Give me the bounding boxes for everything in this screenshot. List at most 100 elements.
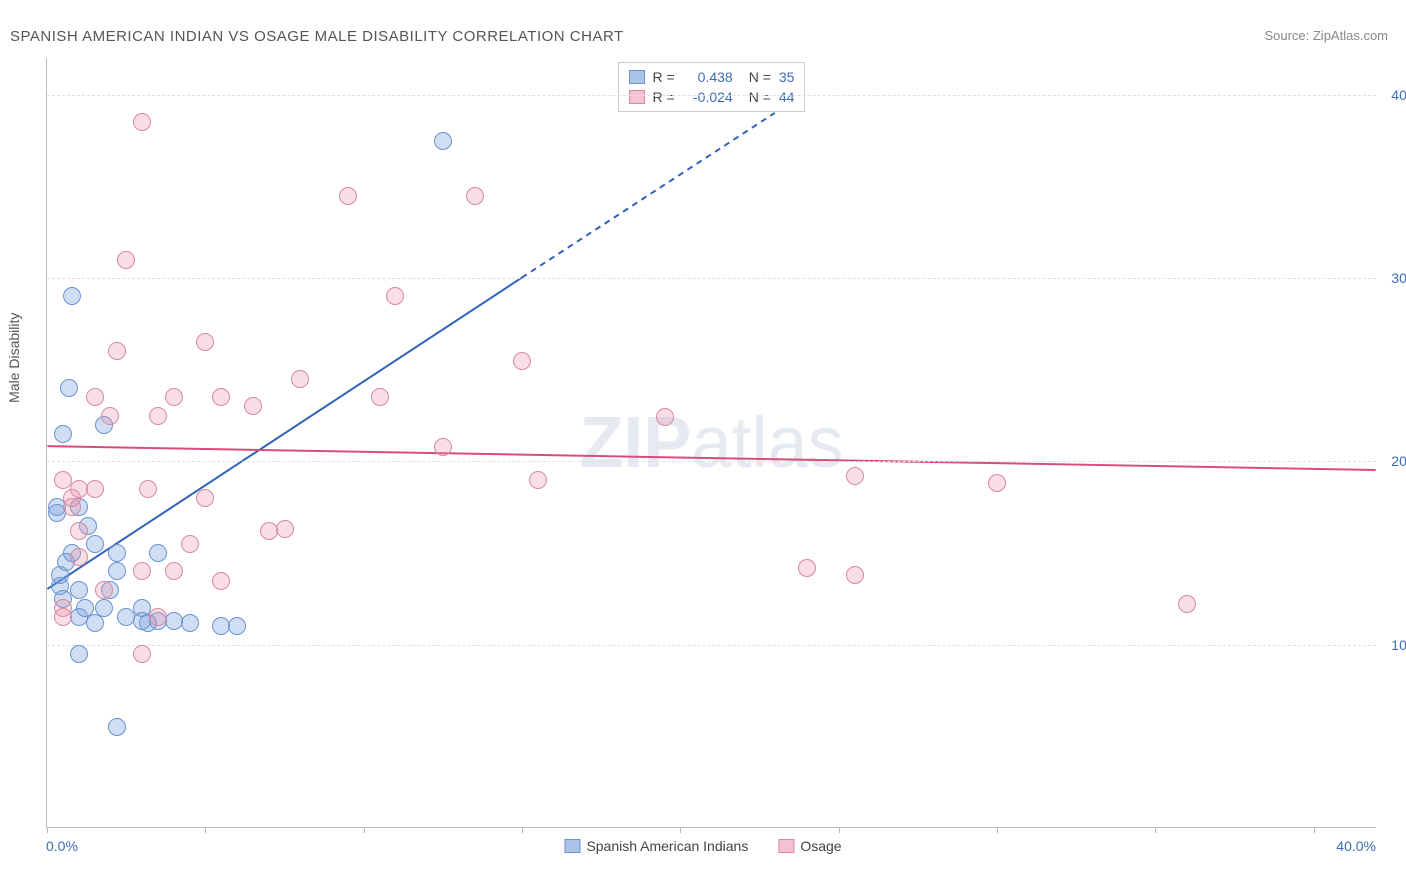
- data-point: [95, 599, 113, 617]
- data-point: [108, 718, 126, 736]
- data-point: [54, 608, 72, 626]
- stats-row: R = -0.024 N = 44: [629, 87, 795, 107]
- x-tick: [364, 827, 365, 833]
- data-point: [86, 480, 104, 498]
- data-point: [149, 544, 167, 562]
- x-tick: [1155, 827, 1156, 833]
- y-axis-label: Male Disability: [6, 313, 22, 403]
- data-point: [434, 438, 452, 456]
- data-point: [133, 645, 151, 663]
- watermark-zip: ZIP: [579, 403, 691, 483]
- y-tick-label: 40.0%: [1391, 87, 1406, 103]
- legend-swatch: [564, 839, 580, 853]
- data-point: [371, 388, 389, 406]
- data-point: [846, 467, 864, 485]
- stats-row: R = 0.438 N = 35: [629, 67, 795, 87]
- x-tick: [47, 827, 48, 833]
- stat-r-value: -0.024: [683, 87, 733, 107]
- data-point: [513, 352, 531, 370]
- legend-swatch: [778, 839, 794, 853]
- data-point: [529, 471, 547, 489]
- trend-line: [47, 278, 521, 589]
- data-point: [196, 489, 214, 507]
- data-point: [228, 617, 246, 635]
- stat-swatch: [629, 90, 645, 104]
- data-point: [196, 333, 214, 351]
- watermark: ZIPatlas: [579, 402, 843, 484]
- data-point: [386, 287, 404, 305]
- data-point: [846, 566, 864, 584]
- chart-container: SPANISH AMERICAN INDIAN VS OSAGE MALE DI…: [0, 0, 1406, 892]
- data-point: [86, 535, 104, 553]
- data-point: [212, 388, 230, 406]
- data-point: [70, 581, 88, 599]
- stat-r-value: 0.438: [683, 67, 733, 87]
- gridline: [47, 461, 1376, 462]
- x-tick: [205, 827, 206, 833]
- data-point: [54, 425, 72, 443]
- data-point: [291, 370, 309, 388]
- data-point: [117, 251, 135, 269]
- x-tick: [1314, 827, 1315, 833]
- legend-label: Osage: [800, 838, 841, 854]
- data-point: [244, 397, 262, 415]
- x-tick: [839, 827, 840, 833]
- data-point: [139, 480, 157, 498]
- data-point: [70, 522, 88, 540]
- data-point: [212, 572, 230, 590]
- trend-line-dashed: [522, 113, 775, 278]
- x-tick: [997, 827, 998, 833]
- y-tick-label: 10.0%: [1391, 637, 1406, 653]
- data-point: [1178, 595, 1196, 613]
- data-point: [988, 474, 1006, 492]
- y-tick-label: 30.0%: [1391, 270, 1406, 286]
- x-tick: [522, 827, 523, 833]
- data-point: [70, 548, 88, 566]
- stat-r-label: R =: [653, 67, 675, 87]
- data-point: [149, 608, 167, 626]
- legend-item: Osage: [778, 838, 841, 854]
- gridline: [47, 645, 1376, 646]
- legend-item: Spanish American Indians: [564, 838, 748, 854]
- data-point: [108, 342, 126, 360]
- gridline: [47, 95, 1376, 96]
- stat-swatch: [629, 70, 645, 84]
- x-axis-min-label: 0.0%: [46, 838, 78, 854]
- data-point: [63, 287, 81, 305]
- source-label: Source: ZipAtlas.com: [1264, 28, 1388, 43]
- data-point: [466, 187, 484, 205]
- chart-title: SPANISH AMERICAN INDIAN VS OSAGE MALE DI…: [10, 28, 624, 45]
- y-tick-label: 20.0%: [1391, 453, 1406, 469]
- stat-r-label: R =: [653, 87, 675, 107]
- data-point: [798, 559, 816, 577]
- stat-n-value: 35: [779, 67, 795, 87]
- data-point: [434, 132, 452, 150]
- x-axis-max-label: 40.0%: [1336, 838, 1376, 854]
- data-point: [101, 407, 119, 425]
- data-point: [276, 520, 294, 538]
- data-point: [108, 562, 126, 580]
- trend-line: [47, 446, 1375, 470]
- data-point: [108, 544, 126, 562]
- data-point: [181, 614, 199, 632]
- stat-n-value: 44: [779, 87, 795, 107]
- data-point: [60, 379, 78, 397]
- data-point: [133, 562, 151, 580]
- plot-area: ZIPatlas R =0.438N =35R =-0.024N =44 10.…: [46, 58, 1376, 828]
- stats-box: R = 0.438 N = 35 R = -0.024 N = 44: [618, 62, 806, 112]
- x-tick: [680, 827, 681, 833]
- data-point: [95, 581, 113, 599]
- stat-n-label: N =: [749, 87, 771, 107]
- watermark-atlas: atlas: [691, 403, 843, 483]
- stat-n-label: N =: [749, 67, 771, 87]
- legend-label: Spanish American Indians: [586, 838, 748, 854]
- data-point: [339, 187, 357, 205]
- data-point: [70, 645, 88, 663]
- data-point: [149, 407, 167, 425]
- data-point: [133, 113, 151, 131]
- data-point: [656, 408, 674, 426]
- data-point: [86, 388, 104, 406]
- bottom-legend: Spanish American Indians Osage: [564, 838, 841, 854]
- data-point: [165, 562, 183, 580]
- gridline: [47, 278, 1376, 279]
